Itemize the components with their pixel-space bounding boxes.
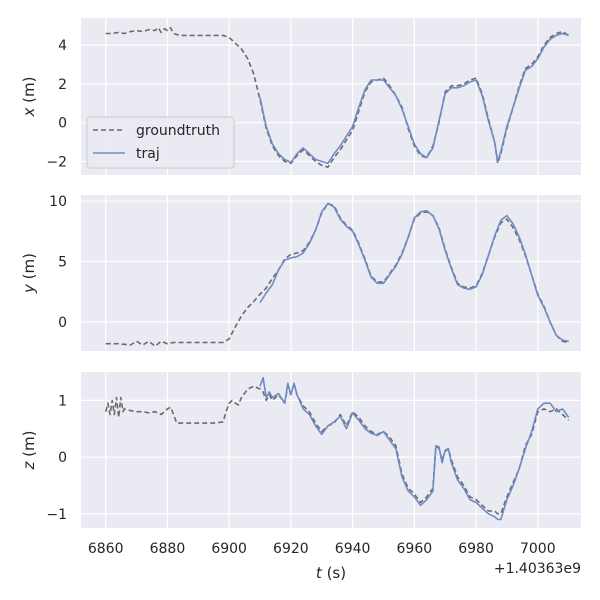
panel-y-ylabel: y (m) xyxy=(20,253,38,294)
panel-x-ytick-label: −2 xyxy=(46,154,67,170)
panel-y-ytick-label: 5 xyxy=(58,255,67,271)
x-tick-label: 7000 xyxy=(520,541,556,557)
panel-z-series-traj xyxy=(259,376,570,521)
x-tick-label: 6900 xyxy=(211,541,247,557)
x-axis: 6860 6880 6900 6920 6940 6960 6980 7000 xyxy=(88,541,556,557)
panel-y-ytick-label: 10 xyxy=(49,194,67,210)
panel-z-ytick-label: 0 xyxy=(58,450,67,466)
panel-y-ytick-label: 0 xyxy=(58,315,67,331)
x-axis-offset-text: +1.40363e9 xyxy=(494,561,581,577)
x-tick-label: 6880 xyxy=(150,541,186,557)
panel-z: 1 0 −1 z (m) xyxy=(20,372,581,528)
panel-y-background xyxy=(81,195,581,351)
panel-x-ytick-label: 4 xyxy=(58,38,67,54)
panel-z-ylabel: z (m) xyxy=(20,431,38,471)
panel-z-ytick-label: −1 xyxy=(46,507,67,523)
legend: groundtruth traj xyxy=(86,116,235,169)
panel-y-series-traj xyxy=(259,202,569,343)
panel-y: 10 5 0 y (m) xyxy=(20,194,581,351)
panel-x-ylabel: x (m) xyxy=(20,77,38,118)
x-tick-label: 6960 xyxy=(397,541,433,557)
panel-x-ytick-label: 0 xyxy=(58,116,67,132)
x-tick-label: 6860 xyxy=(88,541,124,557)
panel-z-background xyxy=(81,372,581,528)
panel-x-series-traj xyxy=(259,32,569,165)
legend-box xyxy=(86,116,235,169)
x-tick-label: 6940 xyxy=(335,541,371,557)
legend-traj-label: traj xyxy=(136,146,160,162)
x-axis-label: t (s) xyxy=(316,564,346,582)
panel-x-ytick-label: 2 xyxy=(58,77,67,93)
x-tick-label: 6980 xyxy=(458,541,494,557)
panel-z-series-groundtruth xyxy=(104,382,570,515)
legend-groundtruth-label: groundtruth xyxy=(136,123,220,139)
panel-x-series-groundtruth xyxy=(105,26,570,168)
panel-z-ytick-label: 1 xyxy=(58,393,67,409)
x-tick-label: 6920 xyxy=(273,541,309,557)
